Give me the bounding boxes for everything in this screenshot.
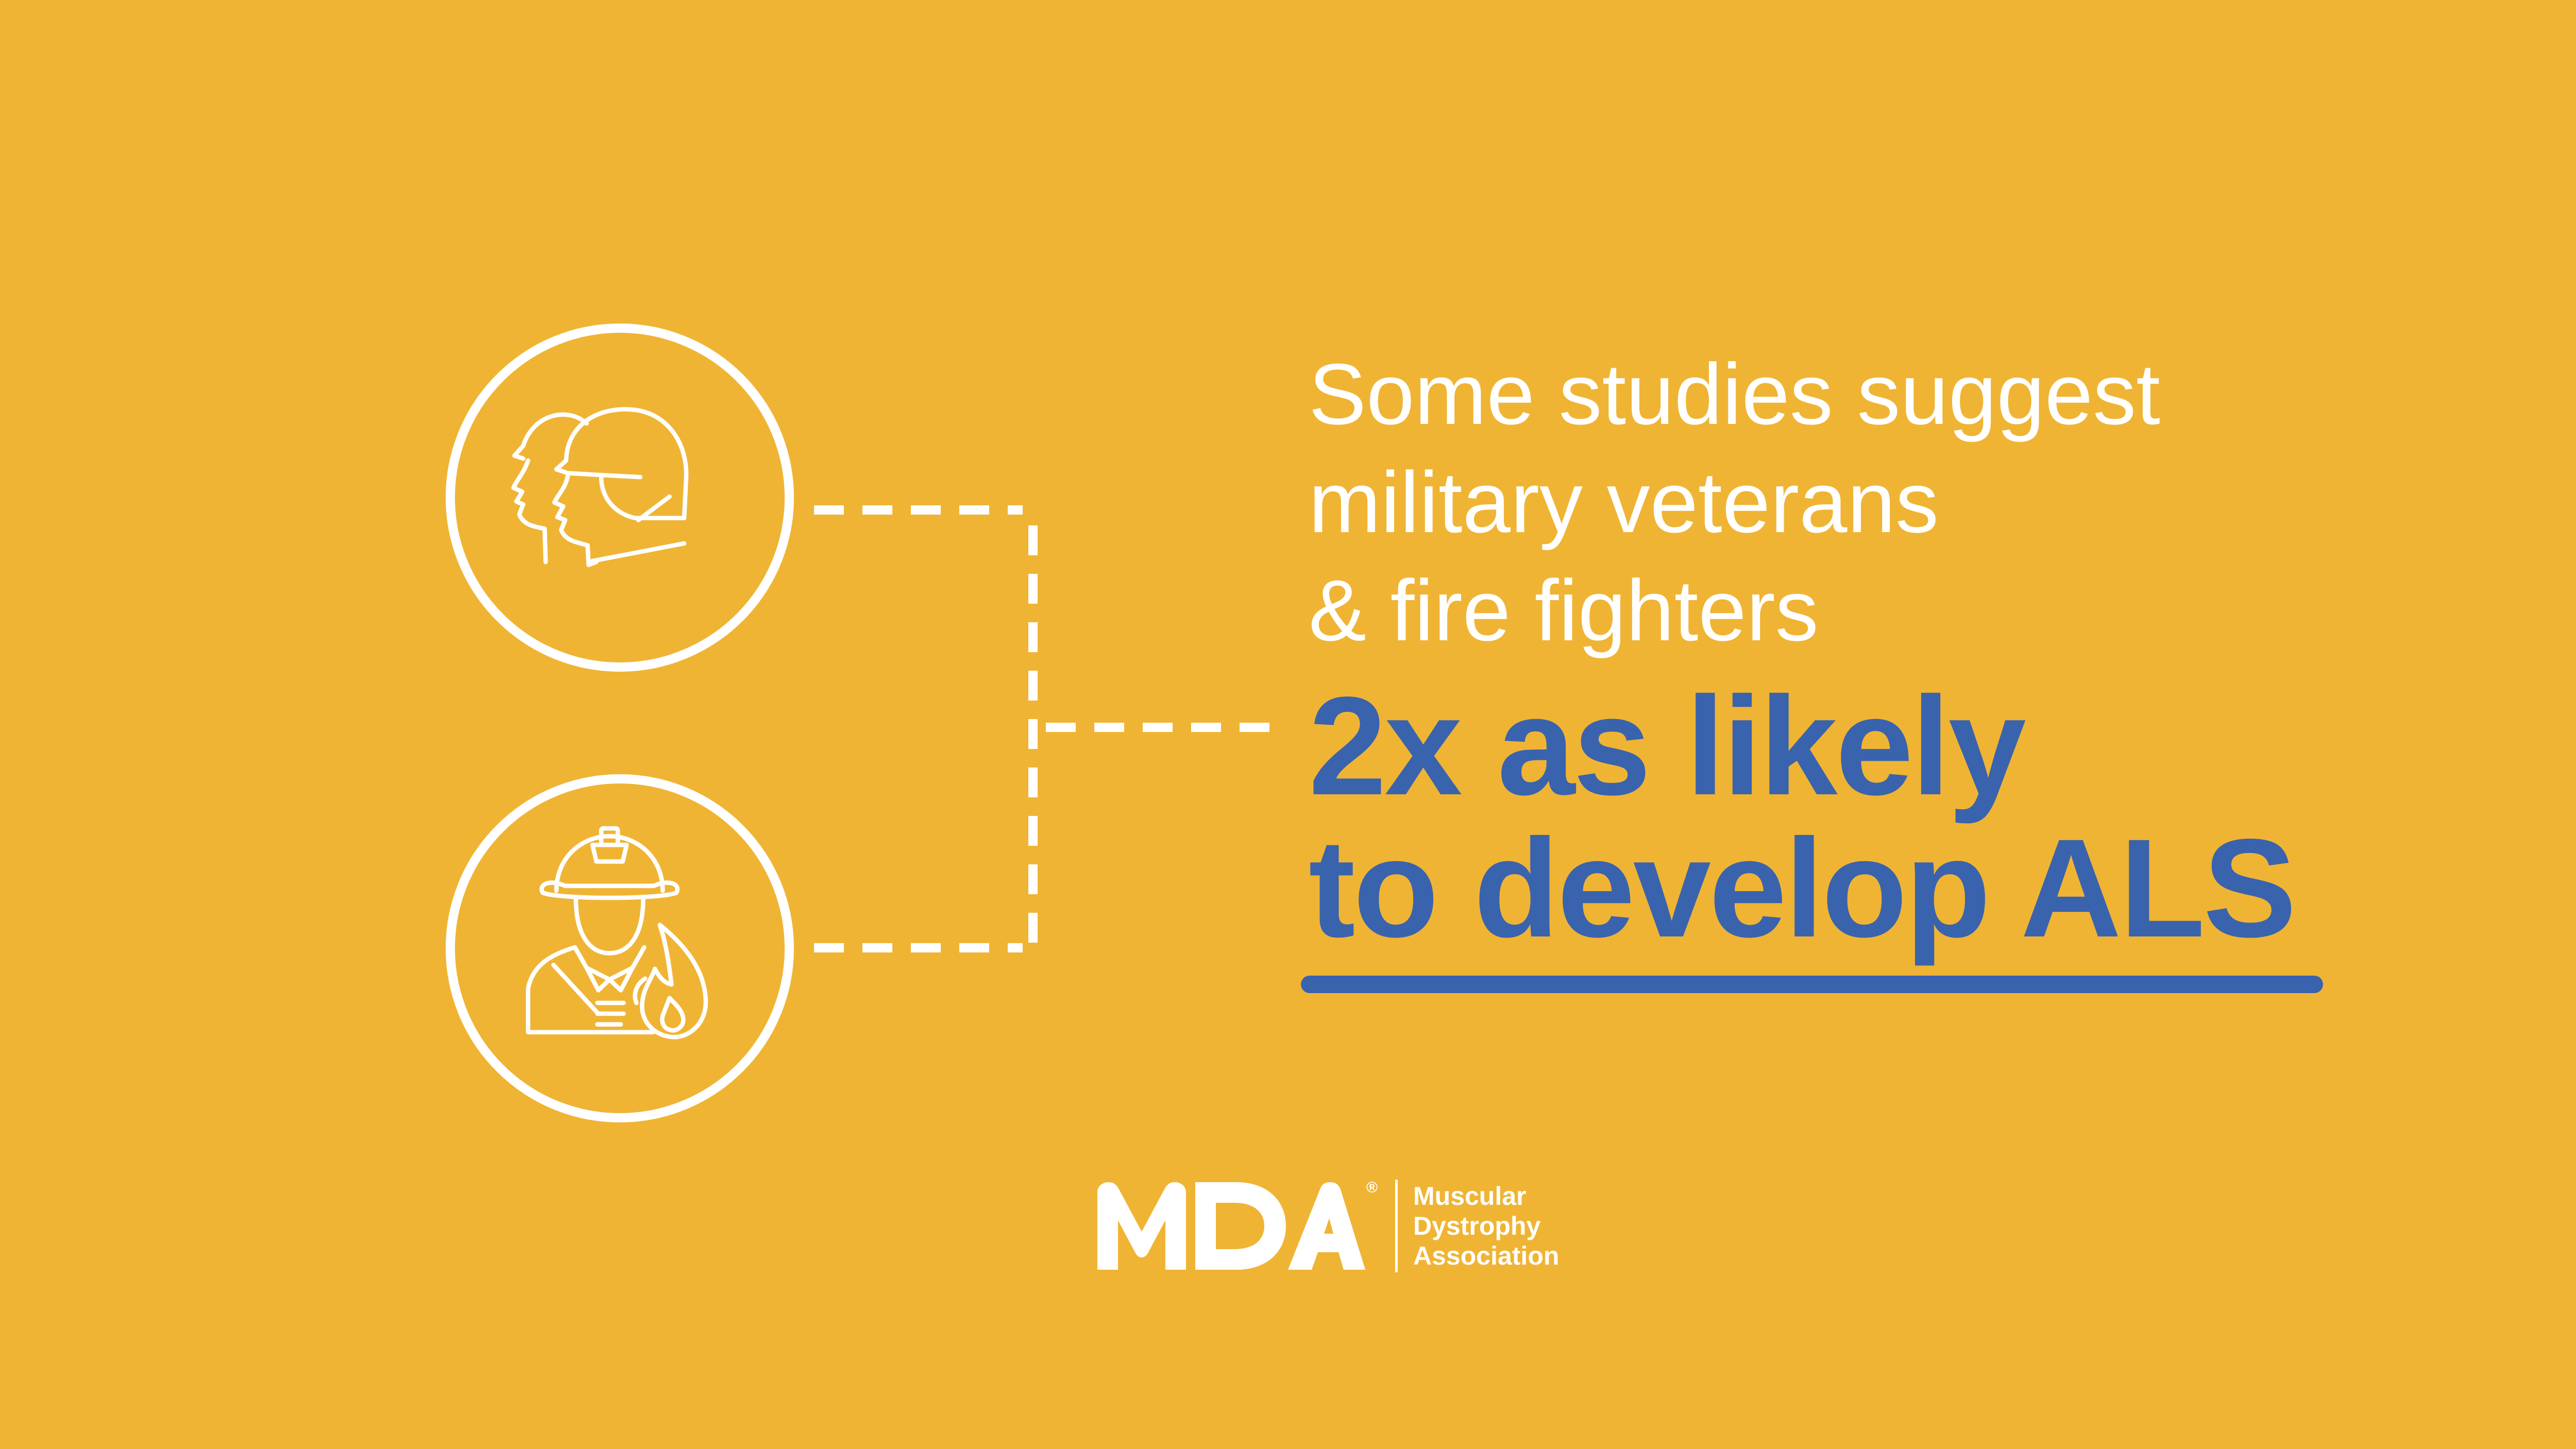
headline-line-2: military veterans	[1309, 454, 1939, 551]
logo-name-line-1: Muscular	[1413, 1182, 1527, 1211]
headline: Some studies suggest military veterans &…	[1309, 340, 2442, 959]
accent-underline	[1301, 976, 2323, 993]
emphasis-line-2: to develop ALS	[1309, 810, 2297, 966]
firefighter-icon-circle	[446, 774, 794, 1122]
emphasis-line-1: 2x as likely	[1309, 668, 2026, 824]
mda-logo-mark: ®	[1097, 1179, 1378, 1270]
logo-name-line-2: Dystrophy	[1413, 1212, 1541, 1240]
soldiers-icon	[511, 407, 689, 567]
headline-emphasis: 2x as likely to develop ALS	[1309, 675, 2442, 959]
headline-line-1: Some studies suggest	[1309, 346, 2160, 442]
mda-wordmark	[1097, 1182, 1365, 1270]
firefighter-icon	[526, 826, 708, 1039]
logo-name-line-3: Association	[1413, 1241, 1560, 1270]
mda-logo: ® Muscular Dystrophy Association	[1097, 1179, 1559, 1272]
soldiers-icon-circle	[446, 323, 794, 672]
headline-line-3: & fire fighters	[1309, 562, 1819, 659]
registered-mark: ®	[1366, 1179, 1378, 1196]
logo-divider	[1395, 1180, 1398, 1272]
logo-name: Muscular Dystrophy Association	[1413, 1181, 1559, 1271]
